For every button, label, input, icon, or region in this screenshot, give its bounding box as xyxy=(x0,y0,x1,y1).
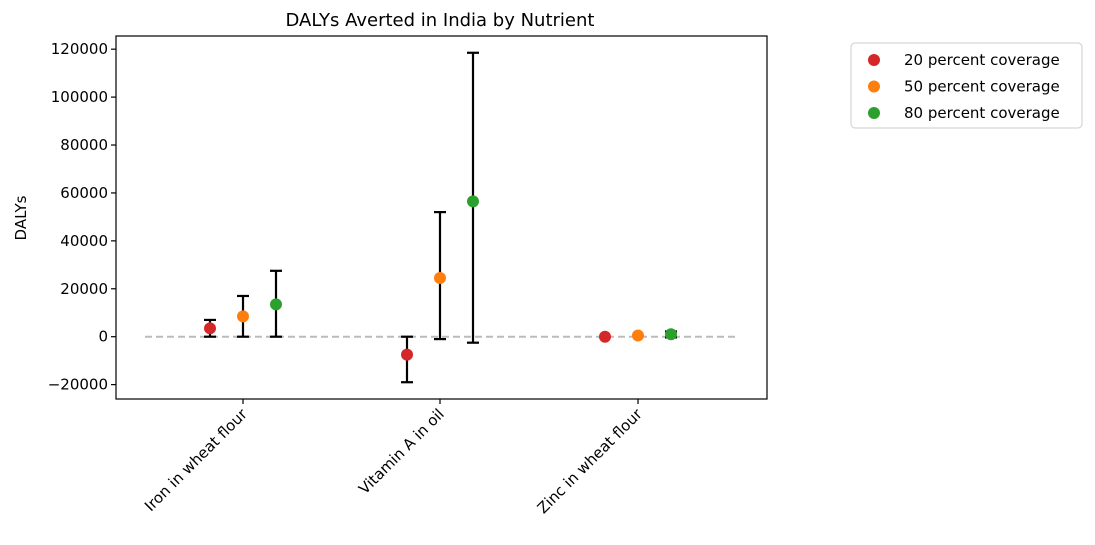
y-tick-label: 20000 xyxy=(60,280,108,298)
plot-frame xyxy=(115,35,768,400)
legend-box xyxy=(850,42,1083,129)
data-point xyxy=(237,310,249,323)
y-tick-label: 0 xyxy=(98,328,108,346)
data-point xyxy=(270,298,282,311)
data-point xyxy=(599,330,611,343)
data-point xyxy=(665,328,677,341)
data-point xyxy=(467,195,479,208)
legend-marker xyxy=(868,54,880,66)
x-tick-label: Zinc in wheat flour xyxy=(534,405,647,518)
y-tick-label: −20000 xyxy=(48,376,108,394)
legend-marker xyxy=(868,80,880,93)
plot-area: −20000 0 20000 40000 60000 80000 100000 120000 I… xyxy=(48,35,768,518)
y-tick-label: 60000 xyxy=(60,184,108,202)
y-tick-label: 100000 xyxy=(51,88,108,106)
legend-label: 80 percent coverage xyxy=(904,104,1060,122)
chart-title: DALYs Averted in India by Nutrient xyxy=(286,10,595,31)
x-tick-label: Vitamin A in oil xyxy=(355,405,448,498)
y-axis-label: DALYs xyxy=(12,195,30,240)
x-tick-label: Iron in wheat flour xyxy=(141,405,251,515)
legend-marker xyxy=(868,107,880,119)
data-point xyxy=(434,272,446,284)
data-point xyxy=(632,329,644,342)
legend: 20 percent coverage 50 percent coverage 80… xyxy=(850,42,1083,129)
data-point xyxy=(401,348,413,361)
y-tick-label: 40000 xyxy=(60,232,108,250)
y-tick-label: 80000 xyxy=(60,136,108,154)
legend-label: 50 percent coverage xyxy=(904,78,1060,96)
data-point xyxy=(204,322,216,335)
y-tick-label: 120000 xyxy=(51,40,108,58)
legend-label: 20 percent coverage xyxy=(904,51,1060,69)
